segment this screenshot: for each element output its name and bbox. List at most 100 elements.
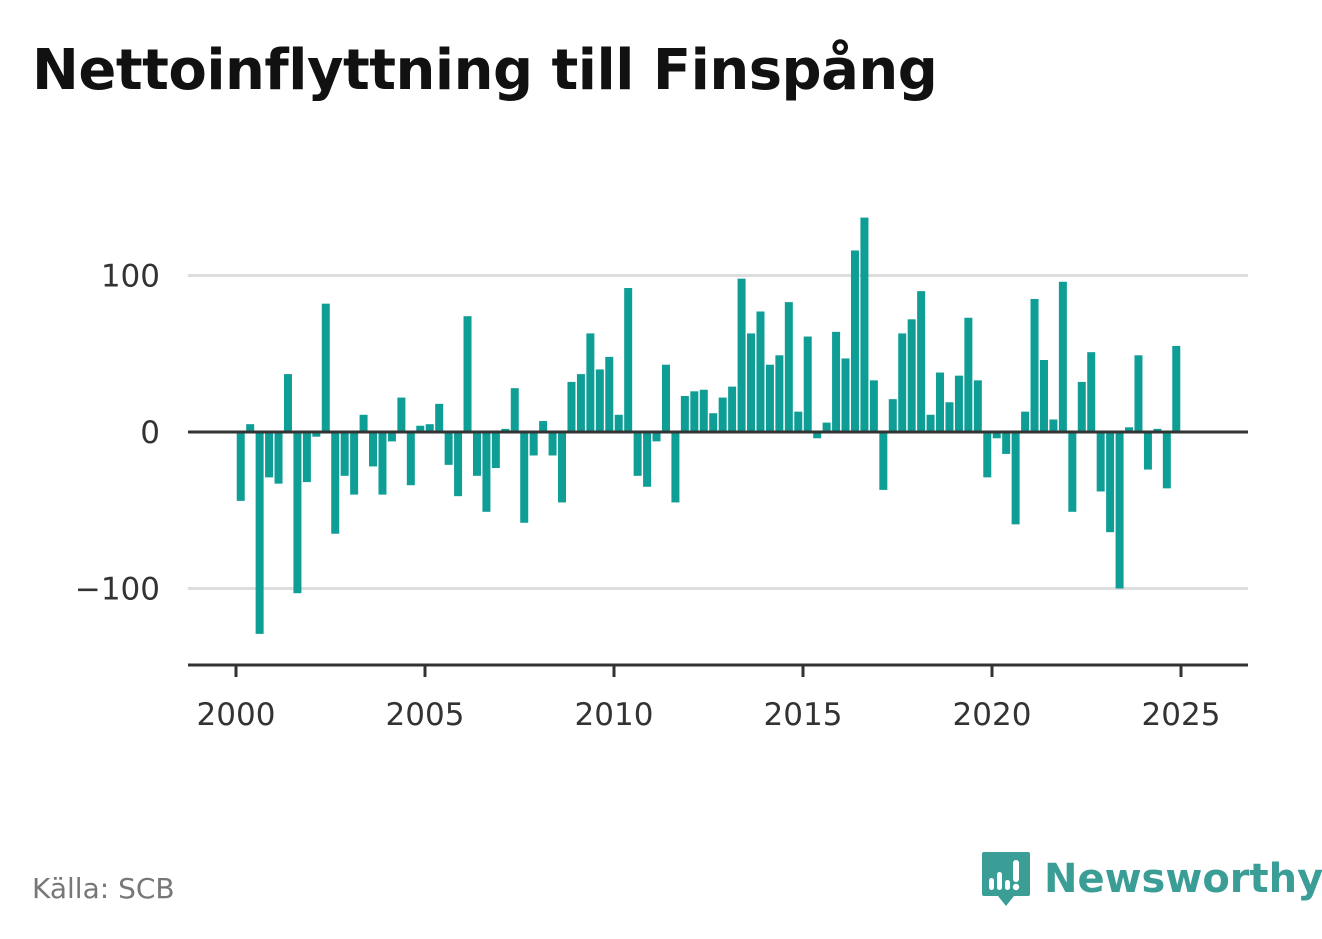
- y-tick-label-0: 100: [101, 259, 160, 295]
- bar-19: [416, 425, 425, 432]
- bar-68: [879, 432, 888, 490]
- bar-95: [1134, 355, 1143, 432]
- bar-76: [954, 375, 963, 432]
- bar-54: [747, 333, 756, 432]
- bar-77: [964, 317, 973, 432]
- bar-35: [567, 381, 576, 432]
- chart-title: Nettoinflyttning till Finspång: [32, 38, 938, 103]
- bar-79: [983, 432, 992, 478]
- bar-66: [860, 217, 869, 432]
- bar-5: [283, 374, 292, 432]
- bar-83: [1021, 411, 1030, 432]
- x-tick-labels: 2000 2005 2010 2015 2020 2025: [197, 697, 1221, 733]
- bar-51: [718, 397, 727, 432]
- bar-0: [236, 432, 245, 501]
- bar-63: [832, 331, 841, 432]
- bar-3: [265, 432, 274, 478]
- bar-36: [576, 374, 585, 432]
- bar-57: [775, 355, 784, 432]
- bar-53: [737, 278, 746, 432]
- bar-29: [510, 388, 519, 432]
- bar-81: [1002, 432, 1011, 454]
- bar-93: [1115, 432, 1124, 589]
- bar-12: [350, 432, 359, 495]
- bar-6: [293, 432, 302, 594]
- x-tick-label-2: 2010: [575, 697, 654, 733]
- bar-56: [765, 364, 774, 432]
- bar-34: [558, 432, 567, 503]
- x-tick-label-0: 2000: [197, 697, 276, 733]
- bar-14: [369, 432, 378, 467]
- y-tick-label-1: 0: [140, 415, 160, 451]
- bar-94: [1125, 427, 1134, 432]
- newsworthy-logo-icon: [982, 852, 1030, 906]
- axes: [188, 430, 1248, 677]
- bar-86: [1049, 419, 1058, 432]
- bar-96: [1143, 432, 1152, 470]
- bar-74: [936, 372, 945, 432]
- bar-16: [387, 432, 396, 442]
- bar-25: [472, 432, 481, 476]
- bar-42: [633, 432, 642, 476]
- bar-22: [444, 432, 453, 465]
- bar-13: [359, 414, 368, 432]
- bar-58: [784, 302, 793, 432]
- source-label: Källa: SCB: [32, 872, 175, 905]
- bar-61: [813, 432, 822, 439]
- x-tick-label-5: 2025: [1142, 697, 1221, 733]
- bar-4: [274, 432, 283, 484]
- bar-15: [378, 432, 387, 495]
- bar-46: [671, 432, 680, 503]
- bar-30: [520, 432, 529, 523]
- bar-78: [973, 380, 982, 432]
- bar-89: [1077, 381, 1086, 432]
- bar-24: [463, 316, 472, 432]
- bar-59: [794, 411, 803, 432]
- x-tick-label-3: 2015: [764, 697, 843, 733]
- bar-11: [340, 432, 349, 476]
- brand-logo: Newsworthy: [980, 850, 1322, 908]
- bar-87: [1058, 281, 1067, 432]
- bar-75: [945, 402, 954, 432]
- x-tick-label-1: 2005: [386, 697, 465, 733]
- bar-20: [425, 424, 434, 432]
- bar-9: [321, 303, 330, 432]
- bar-73: [926, 414, 935, 432]
- bar-23: [454, 432, 463, 497]
- bar-2: [255, 432, 264, 634]
- bar-10: [331, 432, 340, 534]
- bar-49: [699, 389, 708, 432]
- bar-33: [548, 432, 557, 456]
- bar-18: [406, 432, 415, 486]
- bar-21: [435, 403, 444, 432]
- bar-60: [803, 336, 812, 432]
- bar-98: [1162, 432, 1171, 489]
- bar-88: [1068, 432, 1077, 512]
- bar-91: [1096, 432, 1105, 492]
- bar-92: [1106, 432, 1115, 533]
- y-tick-labels: 100 0 −100: [75, 259, 160, 608]
- bar-37: [586, 333, 595, 432]
- bar-50: [709, 413, 718, 432]
- bar-67: [869, 380, 878, 432]
- grid-lines: [188, 274, 1248, 590]
- bar-62: [822, 422, 831, 432]
- y-tick-label-2: −100: [75, 572, 160, 608]
- bar-41: [624, 288, 633, 432]
- bar-72: [917, 291, 926, 432]
- bar-45: [661, 364, 670, 432]
- bar-7: [302, 432, 311, 483]
- bar-39: [605, 356, 614, 432]
- bar-52: [728, 386, 737, 432]
- bar-43: [643, 432, 652, 487]
- bar-90: [1087, 352, 1096, 432]
- bar-65: [850, 250, 859, 432]
- bar-28: [501, 428, 510, 432]
- bar-71: [907, 319, 916, 432]
- bar-82: [1011, 432, 1020, 525]
- bars: [236, 217, 1181, 634]
- bar-64: [841, 358, 850, 432]
- bar-48: [690, 391, 699, 432]
- bar-84: [1030, 298, 1039, 432]
